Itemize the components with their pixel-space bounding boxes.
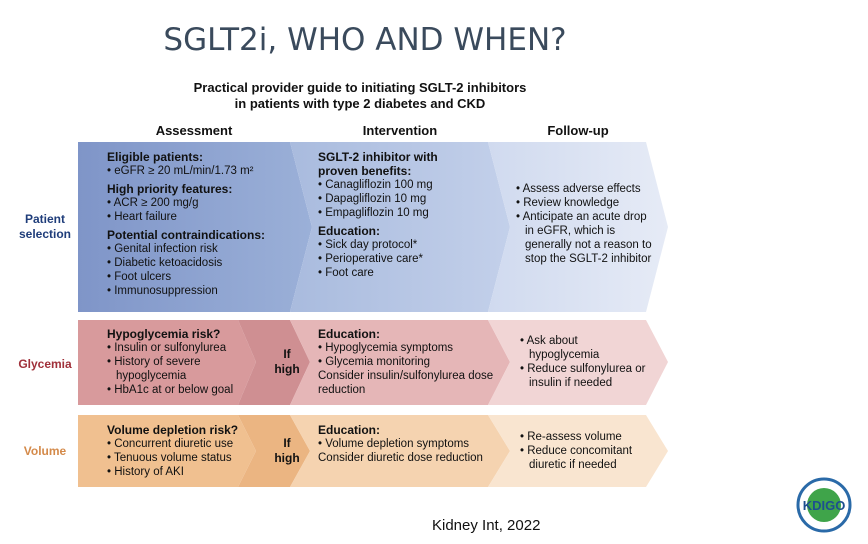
bullet-item: HbA1c at or below goal [107,383,247,397]
block-heading: Education: [318,327,380,341]
citation: Kidney Int, 2022 [432,517,541,534]
block: SGLT-2 inhibitor with proven benefits:Ca… [318,150,450,220]
block-heading: Hypoglycemia risk? [107,327,221,341]
cell: Ask about hypoglycemiaReduce sulfonylure… [520,334,650,394]
block-heading: Education: [318,423,380,437]
chevron [290,415,510,487]
block: Education:Volume depletion symptomsConsi… [318,423,498,465]
bullet-item: Assess adverse effects [516,182,656,196]
bullet-item: Genital infection risk [107,242,287,256]
block: Potential contraindications:Genital infe… [107,228,287,298]
condition-line: If [283,436,291,450]
row-label: Patient selection [10,212,80,242]
condition-line: high [274,362,300,376]
column-header: Assessment [155,123,233,138]
bullet-item: Heart failure [107,210,287,224]
bullet-item: Re-assess volume [520,430,650,444]
condition-line: high [274,451,300,465]
block: High priority features:ACR ≥ 200 mg/gHea… [107,182,287,224]
bullet-item: Hypoglycemia symptoms [318,341,498,355]
cell: Re-assess volumeReduce concomitant diure… [520,430,650,476]
bullet-item: Anticipate an acute drop in eGFR, which … [516,210,656,266]
block-note: Consider insulin/sulfonylurea dose reduc… [318,370,494,396]
bullet-item: Diabetic ketoacidosis [107,256,287,270]
column-header: Intervention [362,123,438,138]
column-header: Follow-up [547,123,609,138]
cell: SGLT-2 inhibitor with proven benefits:Ca… [318,150,450,284]
bullet-item: Foot ulcers [107,270,287,284]
chevron [238,320,310,405]
bullet-item: Reduce concomitant diuretic if needed [520,444,650,472]
bullet-item: Empagliflozin 10 mg [318,206,450,220]
bullet-item: Immunosuppression [107,284,287,298]
bullet-item: ACR ≥ 200 mg/g [107,196,287,210]
row-label: Glycemia [10,357,80,372]
row-label-line: Glycemia [18,357,72,371]
block: Education:Sick day protocol*Perioperativ… [318,224,450,280]
cell: Education:Volume depletion symptomsConsi… [318,423,498,469]
bullet-item: Foot care [318,266,450,280]
logo-globe [807,488,841,522]
block-note: Consider diuretic dose reduction [318,452,483,464]
bullet-item: Insulin or sulfonylurea [107,341,247,355]
bullet-item: Glycemia monitoring [318,355,498,369]
block: Hypoglycemia risk?Insulin or sulfonylure… [107,327,247,397]
block-heading: High priority features: [107,182,233,196]
bullet-item: eGFR ≥ 20 mL/min/1.73 m² [107,164,287,178]
block-heading: Eligible patients: [107,150,204,164]
cell: Education:Hypoglycemia symptomsGlycemia … [318,327,498,401]
row-label-line: Volume [23,444,67,458]
bullet-item: Canagliflozin 100 mg [318,178,450,192]
condition: If high [267,347,307,377]
bullet-item: Sick day protocol* [318,238,450,252]
bullet-item: Reduce sulfonylurea or insulin if needed [520,362,650,390]
block: Re-assess volumeReduce concomitant diure… [520,430,650,472]
cell: Eligible patients:eGFR ≥ 20 mL/min/1.73 … [107,150,287,302]
block: Ask about hypoglycemiaReduce sulfonylure… [520,334,650,390]
row-label-line: selection [18,227,72,241]
block-heading: Potential contraindications: [107,228,266,242]
logo-text: KDIGO [803,498,846,513]
cell: Assess adverse effectsReview knowledgeAn… [516,182,656,270]
block: Volume depletion risk?Concurrent diureti… [107,423,257,479]
bullet-item: Ask about hypoglycemia [520,334,650,362]
block: Eligible patients:eGFR ≥ 20 mL/min/1.73 … [107,150,287,178]
block: Education:Hypoglycemia symptomsGlycemia … [318,327,498,397]
cell: Hypoglycemia risk?Insulin or sulfonylure… [107,327,247,401]
block-heading: SGLT-2 inhibitor with proven benefits: [318,150,438,178]
condition: If high [267,436,307,466]
bullet-item: Review knowledge [516,196,656,210]
row-label-line: Patient [24,212,65,226]
bullet-item: Dapagliflozin 10 mg [318,192,450,206]
title: SGLT2i, WHO AND WHEN? [163,22,567,58]
bullet-item: Perioperative care* [318,252,450,266]
bullet-item: History of severe hypoglycemia [107,355,247,383]
cell: Volume depletion risk?Concurrent diureti… [107,423,257,483]
subtitle: in patients with type 2 diabetes and CKD [234,96,486,111]
block-heading: Volume depletion risk? [107,423,239,437]
bullet-item: Tenuous volume status [107,451,257,465]
block-heading: Education: [318,224,380,238]
bullet-item: History of AKI [107,465,257,479]
block: Assess adverse effectsReview knowledgeAn… [516,182,656,266]
row-label: Volume [10,444,80,459]
subtitle: Practical provider guide to initiating S… [193,80,527,95]
condition-line: If [283,347,291,361]
bullet-item: Concurrent diuretic use [107,437,257,451]
bullet-item: Volume depletion symptoms [318,437,498,451]
